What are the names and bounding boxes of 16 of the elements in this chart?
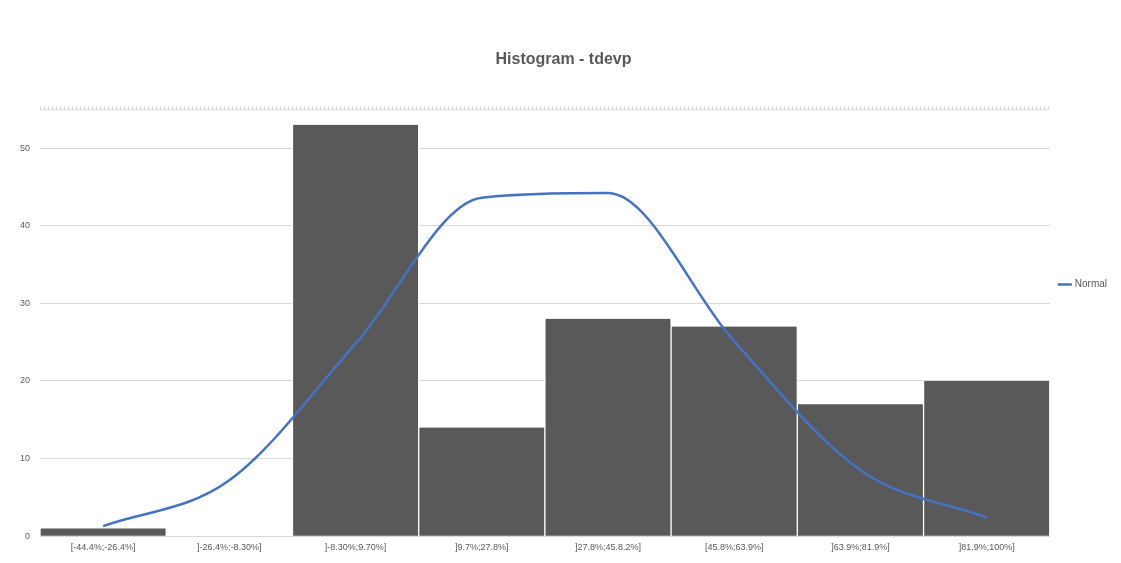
y-tick-label: 30 <box>20 297 31 308</box>
y-tick-label: 40 <box>20 220 31 231</box>
x-tick-label: ]81.9%;100%] <box>958 542 1015 553</box>
x-tick-label: ]63.9%;81.9%] <box>831 542 890 553</box>
x-tick-label: [-44.4%;-26.4%] <box>70 542 136 553</box>
x-tick-label: ]-26.4%;-8.30%] <box>197 542 262 553</box>
x-tick-label: ]9.7%;27.8%] <box>455 542 509 553</box>
x-tick-label: [45.8%;63.9%] <box>704 542 764 553</box>
x-tick-label: ]27.8%;45.8.2%] <box>574 542 642 553</box>
y-tick-label: 50 <box>20 142 31 153</box>
y-tick-label: 20 <box>20 375 31 386</box>
legend-label: Normal <box>1074 278 1108 290</box>
y-tick-label: 0 <box>25 530 31 541</box>
chart-title: Histogram - tdevp <box>495 50 632 68</box>
y-tick-label: 10 <box>20 453 31 464</box>
x-tick-label: ]-8.30%;9.70%] <box>324 542 387 553</box>
